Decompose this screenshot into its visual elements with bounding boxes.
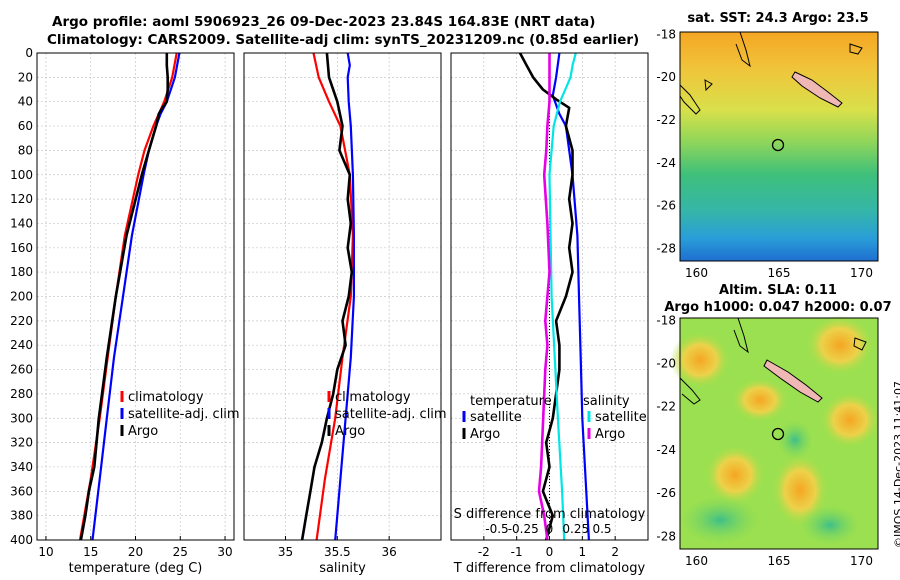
legend-heading-salinity: salinity xyxy=(583,394,630,409)
panel-temperature: 10 15 20 25 30020406080100120140160180200220… xyxy=(10,46,240,576)
x-tick-label: -1 xyxy=(511,545,523,559)
legend-label: Argo xyxy=(128,424,158,439)
y-tick-label: 400 xyxy=(10,533,33,547)
panel-difference: -2 -1 0 1 2 T difference from climatology temp… xyxy=(450,52,649,576)
axes-frame xyxy=(243,52,442,541)
legend-label: Argo xyxy=(470,427,500,442)
x-tick-label: 2 xyxy=(611,545,619,559)
y-tick-label: 60 xyxy=(18,119,33,133)
x-tick-label: -2 xyxy=(478,545,490,559)
series-line-temperature-argo xyxy=(518,52,574,541)
sla-map-x-tick-label: 160 xyxy=(685,554,708,568)
figure-title-line1: Argo profile: aoml 5906923_26 09-Dec-202… xyxy=(52,14,596,30)
legend-label: climatology xyxy=(128,390,204,405)
profile-location-marker-sst xyxy=(771,138,785,152)
sst-map-y-tick-label: -22 xyxy=(656,113,676,127)
y-tick-label: 240 xyxy=(10,338,33,352)
secondary-x-tick-label: 0.5 xyxy=(592,522,611,536)
series-line-salinity-satellite xyxy=(548,52,577,541)
sst-map xyxy=(679,31,879,262)
sla-map-x-tick-label: 170 xyxy=(850,554,873,568)
y-tick-label: 340 xyxy=(10,460,33,474)
coastline-new-caledonia-sla xyxy=(679,317,867,405)
legend-label: climatology xyxy=(335,390,411,405)
x-axis-label: T difference from climatology xyxy=(453,561,646,576)
y-tick-label: 260 xyxy=(10,363,33,377)
y-tick-label: 140 xyxy=(10,216,33,230)
y-tick-label: 120 xyxy=(10,192,33,206)
y-tick-label: 220 xyxy=(10,314,33,328)
x-tick-label: 10 xyxy=(38,545,53,559)
legend-label: satellite-adj. clim xyxy=(128,407,240,422)
y-tick-label: 160 xyxy=(10,241,33,255)
y-tick-label: 200 xyxy=(10,290,33,304)
x-axis-label: salinity xyxy=(319,561,366,576)
x-tick-label: 15 xyxy=(83,545,98,559)
sla-map-y-tick-label: -28 xyxy=(656,529,676,543)
sst-map-y-tick-label: -18 xyxy=(656,27,676,41)
x-tick-label: 20 xyxy=(128,545,143,559)
y-tick-label: 80 xyxy=(18,143,33,157)
series-line-argo xyxy=(300,52,354,541)
y-tick-label: 0 xyxy=(25,46,33,60)
sst-map-x-tick-label: 160 xyxy=(685,266,708,280)
legend-label: satellite xyxy=(595,410,647,425)
y-tick-label: 380 xyxy=(10,509,33,523)
figure-title-line2: Climatology: CARS2009. Satellite-adj cli… xyxy=(47,32,640,48)
sst-map-x-tick-label: 165 xyxy=(768,266,791,280)
y-tick-label: 100 xyxy=(10,168,33,182)
y-tick-label: 280 xyxy=(10,387,33,401)
y-tick-label: 320 xyxy=(10,436,33,450)
sla-map-y-tick-label: -22 xyxy=(656,400,676,414)
sla-map-y-tick-label: -18 xyxy=(656,313,676,327)
secondary-x-axis-label: S difference from climatology xyxy=(454,507,646,522)
sst-map-frame xyxy=(679,31,879,262)
y-tick-label: 20 xyxy=(18,70,33,84)
sst-map-y-tick-label: -28 xyxy=(656,241,676,255)
sst-map-y-tick-label: -26 xyxy=(656,199,676,213)
secondary-x-tick-label: -0.5 xyxy=(485,522,508,536)
sla-map-y-tick-label: -26 xyxy=(656,486,676,500)
y-tick-label: 40 xyxy=(18,95,33,109)
sla-map-y-tick-label: -20 xyxy=(656,357,676,371)
sst-field xyxy=(680,32,878,261)
legend-label: Argo xyxy=(595,427,625,442)
sst-map-x-tick-label: 170 xyxy=(850,266,873,280)
x-axis-label: temperature (deg C) xyxy=(69,561,203,576)
sla-map-title-line2: Argo h1000: 0.047 h2000: 0.07 xyxy=(664,300,891,315)
panel-salinity: 35 35.5 36 salinity climatology satellite-adj… xyxy=(243,52,447,576)
x-tick-label: 36 xyxy=(382,545,397,559)
x-tick-label: 25 xyxy=(173,545,188,559)
secondary-x-tick-label: -0.25 xyxy=(508,522,539,536)
sla-map-x-tick-label: 165 xyxy=(768,554,791,568)
sst-map-y-tick-label: -20 xyxy=(656,70,676,84)
x-tick-label: 30 xyxy=(217,545,232,559)
sst-map-title: sat. SST: 24.3 Argo: 23.5 xyxy=(687,11,868,26)
series-line-salinity-argo xyxy=(537,53,551,541)
secondary-x-tick-label: 0 xyxy=(546,522,554,536)
sla-map-y-tick-label: -24 xyxy=(656,443,676,457)
series-line-argo xyxy=(79,53,169,541)
x-tick-label: 35.5 xyxy=(324,545,351,559)
x-tick-label: 1 xyxy=(579,545,587,559)
x-tick-label: 35 xyxy=(278,545,293,559)
y-tick-label: 300 xyxy=(10,411,33,425)
series-line-satellite-adj-clim xyxy=(334,52,355,541)
y-tick-label: 180 xyxy=(10,265,33,279)
profile-location-marker-sla xyxy=(771,427,785,441)
legend-label: Argo xyxy=(335,424,365,439)
y-tick-label: 360 xyxy=(10,484,33,498)
coastline-new-caledonia xyxy=(679,31,863,115)
sla-map xyxy=(670,315,880,550)
sst-map-y-tick-label: -24 xyxy=(656,156,676,170)
sla-map-frame xyxy=(679,317,879,550)
sla-map-title-line1: Altim. SLA: 0.11 xyxy=(719,283,837,298)
secondary-x-tick-label: 0.25 xyxy=(562,522,589,536)
x-tick-label: 0 xyxy=(546,545,554,559)
legend-heading-temperature: temperature xyxy=(470,394,552,409)
legend-label: satellite xyxy=(470,410,522,425)
legend-label: satellite-adj. clim xyxy=(335,407,447,422)
